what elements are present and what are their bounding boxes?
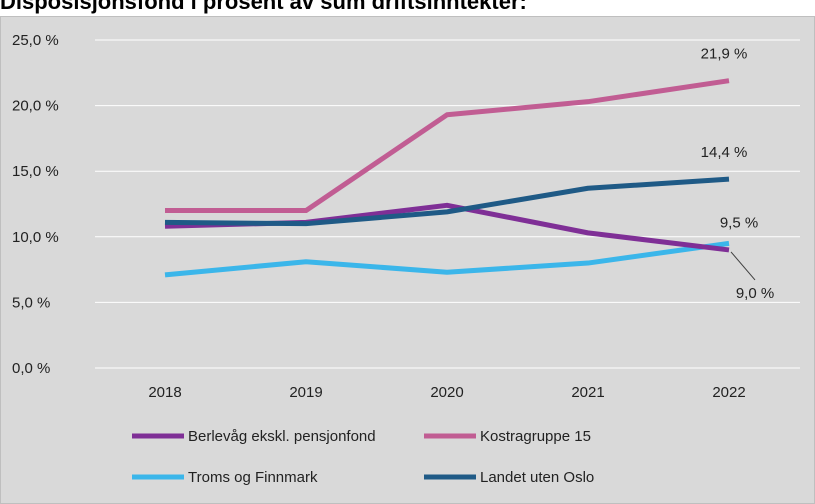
data-label: 21,9 % — [701, 46, 748, 63]
legend-label: Kostragruppe 15 — [480, 428, 591, 445]
data-label: 14,4 % — [701, 144, 748, 161]
gridlines — [95, 39, 800, 369]
x-tick-label: 2021 — [571, 384, 604, 401]
series-lines — [164, 78, 730, 278]
x-tick-label: 2022 — [712, 384, 745, 401]
legend: Berlevåg ekskl. pensjonfond Kostragruppe … — [132, 428, 594, 486]
y-tick-label: 5,0 % — [12, 294, 50, 311]
legend-item: Troms og Finnmark — [132, 469, 318, 486]
x-tick-label: 2019 — [289, 384, 322, 401]
page-title: Disposisjonsfond i prosent av sum drifts… — [0, 0, 527, 14]
legend-item: Berlevåg ekskl. pensjonfond — [132, 428, 376, 445]
y-tick-label: 0,0 % — [12, 360, 50, 377]
series-line-3 — [164, 176, 730, 227]
legend-item: Kostragruppe 15 — [424, 428, 591, 445]
data-label: 9,0 % — [736, 285, 774, 302]
y-axis-ticks: 0,0 % 5,0 % 10,0 % 15,0 % 20,0 % 25,0 % — [12, 32, 59, 377]
y-tick-label: 15,0 % — [12, 163, 59, 180]
data-label-leader — [730, 251, 756, 281]
data-labels: 21,9 % 14,4 % 9,5 % 9,0 % — [701, 46, 775, 302]
legend-item: Landet uten Oslo — [424, 469, 594, 486]
y-tick-label: 20,0 % — [12, 98, 59, 115]
x-tick-label: 2018 — [148, 384, 181, 401]
data-label: 9,5 % — [720, 214, 758, 231]
y-tick-label: 10,0 % — [12, 229, 59, 246]
legend-label: Berlevåg ekskl. pensjonfond — [188, 428, 376, 445]
series-line-1 — [165, 78, 730, 214]
x-tick-label: 2020 — [430, 384, 463, 401]
x-axis-ticks: 2018 2019 2020 2021 2022 — [148, 384, 745, 401]
legend-label: Troms og Finnmark — [188, 469, 318, 486]
legend-label: Landet uten Oslo — [480, 469, 594, 486]
series-line-2 — [164, 240, 730, 278]
y-tick-label: 25,0 % — [12, 32, 59, 49]
